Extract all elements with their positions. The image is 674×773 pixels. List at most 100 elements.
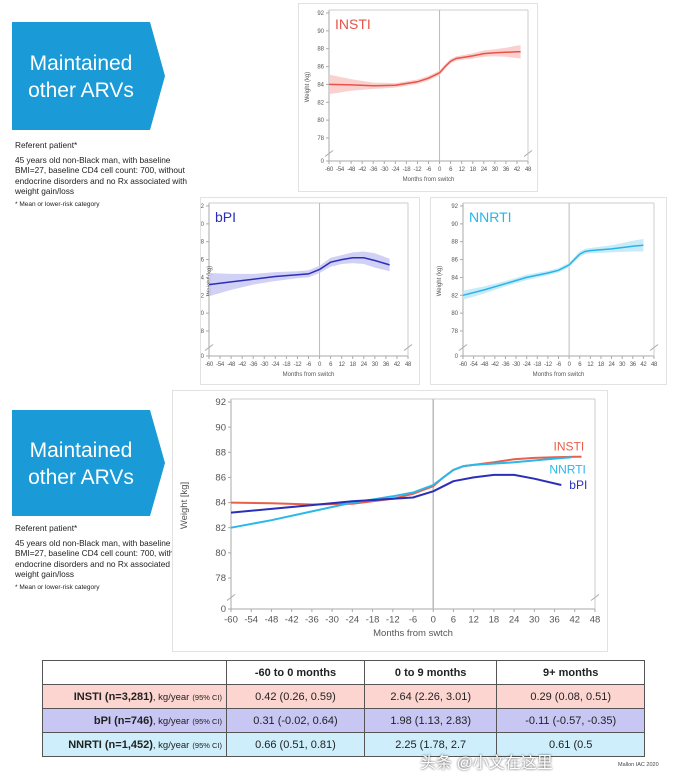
y-tick-label: 90	[451, 222, 458, 228]
x-tick-label: -12	[414, 167, 423, 173]
x-tick-label: -42	[491, 362, 500, 368]
series-line	[462, 244, 644, 297]
insti-chart: 92 90 88 86 84 82 80 78 0 -60 -54 -48 -42 -36 -30 -24 -1…	[298, 3, 538, 192]
x-tick-label: -60	[325, 167, 334, 173]
x-tick-label: 48	[590, 615, 601, 626]
x-tick-label: -54	[336, 167, 345, 173]
x-tick-label: 42	[569, 615, 580, 626]
header-cell: 9+ months	[496, 660, 645, 685]
series-line-bpi	[230, 473, 562, 514]
x-tick-label: 30	[529, 615, 540, 626]
y-tick-label: 92	[201, 204, 205, 210]
x-tick-label: -30	[260, 362, 269, 368]
arrow-shape	[12, 22, 165, 130]
series-label-bpi: bPI	[569, 478, 587, 492]
bpi-chart: 92908886848280780-60-54-48-42-36-30-24-1…	[197, 197, 420, 385]
y-tick-label: 88	[317, 47, 324, 53]
x-tick-label: -6	[426, 167, 432, 173]
x-tick-label: 0	[568, 362, 572, 368]
y-tick-label: 80	[201, 311, 205, 317]
y-tick-label: 0	[221, 604, 226, 615]
y-tick-label: 84	[215, 498, 226, 509]
table-header-row: -60 to 0 months 0 to 9 months 9+ months	[42, 660, 645, 685]
x-tick-label: 24	[609, 362, 616, 368]
y-tick-label: 82	[201, 293, 205, 299]
y-axis-label: Weight [kg]	[179, 482, 190, 529]
x-tick-label: 6	[451, 615, 456, 626]
y-tick-label: 80	[215, 548, 226, 559]
x-tick-label: 0	[318, 362, 322, 368]
y-tick-label: 82	[451, 293, 458, 299]
x-tick-label: -54	[244, 615, 258, 626]
x-tick-label: -6	[556, 362, 562, 368]
y-tick-label: 84	[451, 275, 458, 281]
x-tick-label: -24	[391, 167, 400, 173]
y-tick-label: 80	[451, 311, 458, 317]
x-tick-label: -60	[224, 615, 238, 626]
x-axis-label: Months from switch	[533, 372, 585, 378]
x-tick-label: -60	[205, 362, 214, 368]
y-tick-label: 90	[215, 422, 226, 433]
x-tick-label: -30	[325, 615, 339, 626]
x-tick-label: 24	[361, 362, 368, 368]
y-tick-label: 90	[317, 29, 324, 35]
y-tick-label: 0	[455, 354, 459, 360]
x-tick-label: -48	[347, 167, 356, 173]
ci-band	[209, 251, 390, 297]
series-label-nnrti: NNRTI	[549, 462, 585, 476]
x-tick-label: -6	[306, 362, 312, 368]
y-tick-label: 92	[451, 204, 458, 210]
banner-title: Maintained other ARVs	[28, 52, 134, 102]
x-tick-label: 6	[449, 167, 453, 173]
y-tick-label: 78	[451, 329, 458, 335]
y-tick-label: 84	[201, 275, 205, 281]
axis-break-icon	[324, 150, 533, 157]
y-tick-label: 84	[317, 82, 324, 88]
y-tick-label: 82	[317, 100, 324, 106]
x-tick-label: -18	[533, 362, 542, 368]
x-tick-label: 48	[405, 362, 412, 368]
banner-bottom: Maintained other ARVs	[12, 410, 165, 516]
x-tick-label: 42	[514, 167, 521, 173]
x-tick-label: -18	[282, 362, 291, 368]
y-tick-label: 86	[317, 65, 324, 71]
axis-break-icon	[458, 344, 659, 351]
x-tick-label: 36	[549, 615, 560, 626]
x-tick-label: 18	[598, 362, 605, 368]
x-tick-label: -12	[386, 615, 400, 626]
x-tick-label: -48	[227, 362, 236, 368]
x-tick-label: -54	[216, 362, 225, 368]
x-tick-label: -48	[480, 362, 489, 368]
y-tick-label: 82	[215, 523, 226, 534]
table-cell: 1.98 (1.13, 2.83)	[363, 708, 498, 733]
y-tick-label: 88	[451, 240, 458, 246]
axis-break-icon	[226, 594, 600, 601]
nnrti-chart: 92 90 88 86 84 82 80 78 0 -60 -54 -48 -42 -36 -30 -24 -1…	[430, 197, 667, 385]
y-tick-label: 78	[215, 573, 226, 584]
table-cell: 0.66 (0.51, 0.81)	[226, 732, 365, 757]
y-tick-label: 88	[201, 240, 205, 246]
x-tick-label: -36	[305, 615, 319, 626]
referent-text-top: Referent patient* 45 years old non-Black …	[15, 140, 188, 208]
weight-gain-table: -60 to 0 months 0 to 9 months 9+ months …	[42, 660, 645, 757]
x-tick-label: 24	[509, 615, 520, 626]
table-cell: 0.42 (0.26, 0.59)	[226, 684, 365, 709]
x-tick-label: -6	[409, 615, 417, 626]
x-tick-label: 30	[619, 362, 626, 368]
table-cell: 2.64 (2.26, 3.01)	[363, 684, 498, 709]
x-tick-label: -18	[366, 615, 380, 626]
table-row-insti: INSTI (n=3,281), kg/year (95% CI) 0.42 (…	[42, 684, 645, 709]
series-line	[328, 51, 521, 87]
table-cell: -0.11 (-0.57, -0.35)	[496, 708, 645, 733]
x-tick-label: -30	[512, 362, 521, 368]
banner-title: Maintained other ARVs	[28, 439, 134, 489]
y-tick-label: 90	[201, 222, 205, 228]
x-tick-label: -30	[380, 167, 389, 173]
x-tick-label: -36	[249, 362, 258, 368]
x-tick-label: -24	[345, 615, 359, 626]
series-line-nnrti	[230, 456, 572, 529]
x-tick-label: -24	[271, 362, 280, 368]
x-tick-label: 6	[329, 362, 333, 368]
y-tick-label: 78	[201, 329, 205, 335]
x-tick-label: -48	[265, 615, 279, 626]
